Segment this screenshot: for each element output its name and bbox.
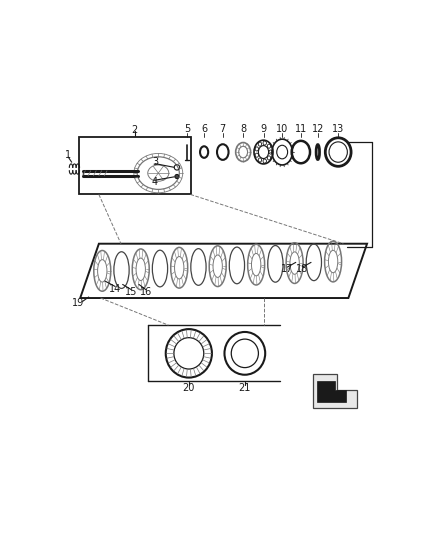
Ellipse shape	[175, 174, 179, 179]
Text: 15: 15	[125, 287, 138, 296]
Text: 21: 21	[239, 383, 251, 393]
Text: 17: 17	[281, 264, 293, 274]
Bar	[78, 137, 191, 195]
Text: 8: 8	[240, 124, 246, 134]
Polygon shape	[317, 381, 346, 401]
Text: 11: 11	[295, 124, 307, 134]
Text: 4: 4	[152, 176, 158, 187]
Text: 6: 6	[201, 124, 207, 134]
Polygon shape	[313, 374, 357, 408]
Text: 5: 5	[184, 124, 190, 134]
Text: 20: 20	[183, 383, 195, 393]
Text: 18: 18	[297, 264, 309, 274]
Text: 7: 7	[219, 124, 226, 134]
Text: 14: 14	[109, 284, 121, 294]
Text: 1: 1	[65, 150, 71, 160]
Text: 19: 19	[72, 298, 85, 308]
Text: 3: 3	[152, 157, 158, 167]
Text: 2: 2	[131, 125, 138, 135]
Text: 13: 13	[332, 124, 344, 134]
Text: 12: 12	[311, 124, 324, 134]
Text: 9: 9	[261, 124, 267, 134]
Text: 16: 16	[140, 287, 152, 296]
Text: 10: 10	[276, 124, 288, 134]
